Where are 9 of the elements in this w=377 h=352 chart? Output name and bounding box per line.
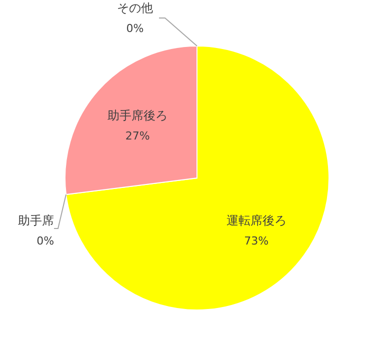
data-label: 73% — [244, 234, 269, 248]
text: 0% — [36, 234, 54, 248]
category-label: 助手席 — [18, 214, 54, 228]
category-label: その他 — [117, 1, 153, 15]
slice-label: 助手席後ろ — [108, 108, 168, 123]
pie-slice — [66, 46, 330, 310]
slice-label: 運転席後ろ — [226, 213, 286, 228]
data-label: 27% — [125, 130, 150, 143]
text: 0% — [126, 22, 144, 35]
